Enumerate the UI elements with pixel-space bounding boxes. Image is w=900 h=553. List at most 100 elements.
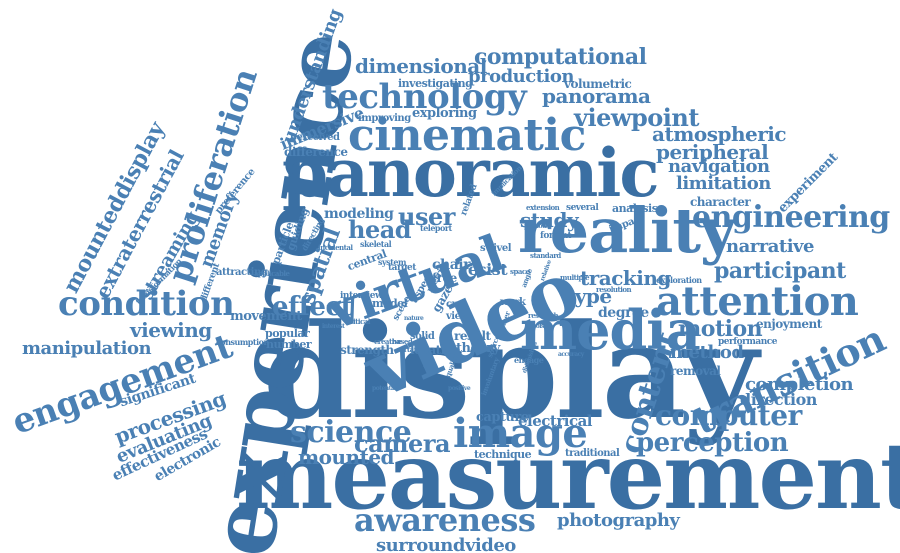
word-work: work <box>500 297 526 308</box>
word-method: method <box>670 342 744 363</box>
word-mounted: mounted <box>298 445 395 469</box>
word-dimensional: dimensional <box>355 54 487 78</box>
word-tools: tools <box>530 323 544 330</box>
word-panorama: panorama <box>542 84 651 108</box>
word-production: production <box>468 66 574 87</box>
word-study: study <box>520 208 579 232</box>
word-skeletal: skeletal <box>360 239 392 249</box>
word-location: location <box>410 343 461 357</box>
word-analysis: analysis <box>612 202 658 215</box>
word-traditional: traditional <box>565 448 620 459</box>
word-technology: technology <box>322 77 527 117</box>
word-solid: solid <box>410 331 435 342</box>
word-removal: removal <box>670 364 721 378</box>
word-photography: photography <box>557 510 680 531</box>
word-effect: effect <box>272 292 353 322</box>
word-limitation: limitation <box>676 173 771 194</box>
word-investigating: investigating <box>398 77 473 90</box>
word-display: display <box>263 295 759 448</box>
word-positive: positive <box>448 385 471 392</box>
word-number: number <box>266 338 312 351</box>
word-theory: theory <box>456 341 500 356</box>
word-exploration: exploration <box>656 275 702 285</box>
word-nature: nature <box>404 315 424 322</box>
word-view: view <box>446 311 469 322</box>
word-technique: technique <box>474 448 532 461</box>
word-improving: improving <box>358 113 411 124</box>
word-computer: computer <box>655 399 802 432</box>
word-model: model <box>372 297 408 310</box>
word-difference: difference <box>284 145 348 159</box>
word-engage: engage <box>514 355 544 365</box>
word-cue: cue <box>446 299 465 310</box>
word-incidental: incidental <box>318 243 353 252</box>
word-computational: computational <box>474 44 647 70</box>
word-attracting: attracting <box>216 267 268 278</box>
word-science: science <box>290 415 412 450</box>
word-measurement: measurement <box>236 422 900 530</box>
word-media: media <box>520 298 701 362</box>
word-engineering: engineering <box>692 200 890 235</box>
word-interview: interview <box>340 291 383 301</box>
word-perceived: perceived <box>290 132 340 143</box>
word-system: system <box>378 257 406 267</box>
word-free: free <box>432 271 457 285</box>
word-tracking: tracking <box>580 266 671 290</box>
word-performance: performance <box>718 337 777 347</box>
word-several: several <box>566 203 599 213</box>
word-manipulation: manipulation <box>22 338 152 359</box>
word-interest: interest <box>322 323 345 330</box>
word-previous: previous <box>524 223 549 230</box>
word-result: result <box>454 329 491 343</box>
word-certain: certain <box>396 345 421 354</box>
word-electrical: electrical <box>518 412 593 430</box>
word-attention: attention <box>656 278 859 325</box>
word-camera: camera <box>354 429 451 458</box>
word-resolution: resolution <box>596 285 632 294</box>
word-completion: completion <box>745 374 854 395</box>
word-motion: motion <box>678 316 763 342</box>
word-extension: extension <box>526 203 560 212</box>
word-format: format <box>540 231 572 241</box>
word-volumetric: volumetric <box>564 77 632 91</box>
word-accuracy: accuracy <box>558 351 584 358</box>
word-atmospheric: atmospheric <box>652 122 787 146</box>
word-target: target <box>388 263 416 273</box>
word-movement: movement <box>230 309 302 324</box>
word-narrative: narrative <box>726 236 814 257</box>
word-head: head <box>348 215 412 244</box>
word-image: image <box>453 410 588 457</box>
word-creative: creative <box>374 337 402 346</box>
word-enjoyment: enjoyment <box>756 317 822 331</box>
word-potential: potential <box>372 385 398 392</box>
word-based: based <box>392 337 413 346</box>
word-research: research <box>528 311 559 320</box>
word-critical: critical <box>346 317 370 326</box>
word-viewing: viewing <box>130 318 212 342</box>
word-navigation: navigation <box>668 156 770 177</box>
word-standard: standard <box>530 251 561 260</box>
word-degree: degree <box>598 305 649 321</box>
word-popular: popular <box>265 327 310 340</box>
word-viewpoint: viewpoint <box>574 103 699 132</box>
word-exploring: exploring <box>412 106 477 121</box>
word-participant: participant <box>714 258 846 284</box>
word-condition: condition <box>58 284 235 324</box>
word-space: space <box>510 267 530 276</box>
word-type: type <box>566 284 612 308</box>
word-user: user <box>398 202 455 231</box>
word-applicable: applicable <box>254 269 290 278</box>
word-teleport: teleport <box>420 223 452 233</box>
word-panoramic: panoramic <box>282 134 660 212</box>
word-resist: resist <box>460 260 508 279</box>
word-modeling: modeling <box>324 206 394 222</box>
word-strength: strength <box>340 343 394 357</box>
word-reality: reality <box>518 194 736 267</box>
word-direction: direction <box>740 390 817 409</box>
word-capture: capture <box>476 410 529 425</box>
word-character: character <box>690 195 751 209</box>
word-chair: chair <box>432 257 470 273</box>
word-perception: perception <box>636 428 789 458</box>
word-awareness: awareness <box>354 501 536 539</box>
